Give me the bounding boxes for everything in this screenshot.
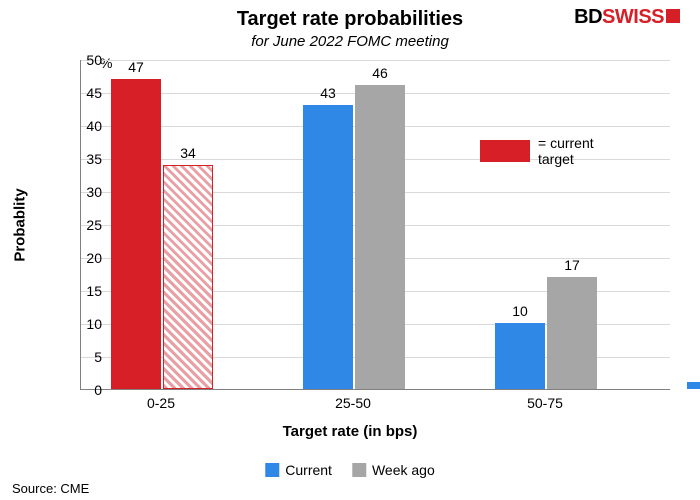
y-tick-label: 25 xyxy=(86,217,102,233)
y-tick-label: 5 xyxy=(94,349,102,365)
legend-label: Current xyxy=(285,462,332,478)
bar-value-label: 17 xyxy=(564,257,580,273)
legend: Current Week ago xyxy=(265,462,434,478)
bar-value-label: 10 xyxy=(512,303,528,319)
legend-item: Week ago xyxy=(352,462,435,478)
bar-value-label: 34 xyxy=(180,145,196,161)
bar xyxy=(495,323,545,389)
legend-swatch xyxy=(352,463,366,477)
current-target-annotation: = current target xyxy=(480,135,618,167)
y-tick-label: 30 xyxy=(86,184,102,200)
legend-label: Week ago xyxy=(372,462,435,478)
source-text: Source: CME xyxy=(12,481,89,496)
y-tick-label: 35 xyxy=(86,151,102,167)
gridline xyxy=(81,60,670,61)
bar-value-label: 47 xyxy=(128,59,144,75)
logo-text-2: SWISS xyxy=(602,6,664,28)
bar xyxy=(303,105,353,389)
y-tick-label: 0 xyxy=(94,382,102,398)
legend-item: Current xyxy=(265,462,332,478)
bar xyxy=(163,165,213,389)
bar-value-label: 46 xyxy=(372,65,388,81)
y-tick-label: 50 xyxy=(86,52,102,68)
x-tick-label: 0-25 xyxy=(147,395,175,411)
chart-container: Target rate probabilities for June 2022 … xyxy=(0,0,700,500)
logo-square-icon xyxy=(666,9,680,23)
x-axis-label: Target rate (in bps) xyxy=(283,423,418,440)
logo-text-1: BD xyxy=(574,6,602,28)
chart-subtitle: for June 2022 FOMC meeting xyxy=(0,33,700,50)
brand-logo: BDSWISS xyxy=(574,6,680,29)
y-axis-label: Probablity xyxy=(12,188,29,261)
y-tick-label: 15 xyxy=(86,283,102,299)
y-tick-label: 40 xyxy=(86,118,102,134)
bar xyxy=(355,85,405,389)
bar xyxy=(547,277,597,389)
y-tick-label: 10 xyxy=(86,316,102,332)
annotation-text: = current target xyxy=(538,135,618,167)
plot-area: 47344346101713 xyxy=(80,60,670,390)
legend-swatch xyxy=(265,463,279,477)
bar xyxy=(687,382,700,389)
y-tick-label: 20 xyxy=(86,250,102,266)
x-tick-label: 25-50 xyxy=(335,395,371,411)
bar-value-label: 43 xyxy=(320,85,336,101)
annotation-swatch xyxy=(480,140,530,162)
x-tick-label: 50-75 xyxy=(527,395,563,411)
y-tick-label: 45 xyxy=(86,85,102,101)
bar xyxy=(111,79,161,389)
